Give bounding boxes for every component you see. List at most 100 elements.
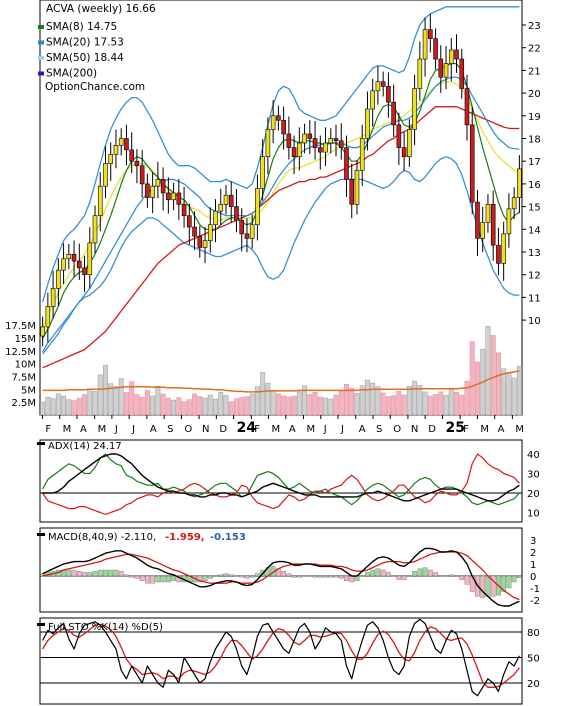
volume-bar [144, 390, 150, 416]
volume-bar [438, 391, 444, 416]
volume-tick-label: 5M [21, 385, 36, 396]
candle-body [428, 29, 433, 39]
volume-bar [485, 325, 491, 416]
candle-body [412, 88, 417, 130]
macd-histogram-bar [124, 574, 129, 577]
month-label: J [340, 424, 344, 435]
macd-histogram-bar [485, 575, 491, 597]
macd-histogram-bar [118, 571, 124, 577]
month-label: 24 [237, 420, 257, 436]
price-tick-label: 20 [528, 89, 541, 100]
macd-histogram-bar [145, 575, 150, 584]
macd-signal-label: -1.959, [165, 532, 205, 543]
volume-bar [171, 399, 177, 416]
macd-histogram-bar [160, 575, 166, 583]
volume-bar [406, 385, 412, 416]
month-label: D [219, 424, 227, 435]
volume-bar [354, 393, 360, 416]
macd-histogram-bar [103, 569, 108, 577]
adx-line [42, 453, 520, 502]
volume-bar [328, 398, 334, 416]
macd-histogram-bar [312, 575, 318, 578]
price-tick-label: 19 [528, 112, 541, 123]
candle-body [270, 115, 276, 130]
macd-histogram-bar [317, 575, 323, 578]
candle-body [501, 233, 506, 264]
candle-body [370, 90, 375, 110]
candle-body [401, 147, 407, 157]
volume-bar [302, 385, 308, 416]
month-label: D [428, 424, 436, 435]
candle-body [386, 85, 391, 103]
macd-histogram-bar [323, 575, 328, 578]
candle-body [202, 240, 208, 248]
volume-bar [181, 401, 187, 416]
volume-tick-label: 12.5M [5, 347, 36, 358]
candle-body [391, 101, 396, 126]
candle-body [354, 169, 360, 205]
macd-histogram-bar [139, 575, 145, 581]
volume-bar [197, 396, 203, 416]
volume-bar [103, 364, 108, 416]
macd-legend-swatch [37, 533, 45, 536]
macd-histogram-bar [218, 574, 224, 577]
macd-histogram-bar [417, 568, 423, 577]
month-label: O [393, 424, 401, 435]
candle-body [87, 242, 93, 275]
macd-histogram-bar [202, 575, 208, 581]
volume-bar [375, 386, 381, 416]
volume-bar [291, 395, 297, 416]
macd-histogram-bar [223, 573, 229, 577]
month-label: S [376, 424, 382, 435]
volume-bar [92, 391, 98, 416]
volume-average-line [42, 370, 520, 393]
candle-body [469, 124, 475, 203]
macd-histogram-bar [338, 575, 344, 579]
macd-histogram-bar [464, 575, 470, 585]
candle-body [286, 133, 292, 148]
volume-bar [495, 352, 501, 416]
volume-bar [312, 392, 318, 416]
macd-histogram-bar [239, 575, 245, 578]
macd-histogram-bar [433, 572, 438, 577]
macd-histogram-bar [129, 575, 135, 578]
volume-bar [401, 394, 407, 416]
volume-bar [82, 394, 87, 416]
candle-body [443, 63, 449, 78]
month-label: A [289, 424, 296, 435]
candle-body [71, 253, 77, 262]
candle-body [433, 38, 438, 60]
volume-bar [186, 399, 192, 416]
volume-tick-label: 2.5M [11, 398, 36, 409]
macd-histogram-bar [370, 569, 376, 577]
stochastic-panel: 80 50 20 Full STO %K(14) %D(5) [37, 617, 540, 705]
candle-body [407, 129, 412, 157]
candle-body [56, 269, 61, 289]
candle-body [506, 208, 512, 235]
volume-bar [134, 394, 140, 416]
minus-di-line [42, 453, 520, 516]
candle-body [422, 29, 428, 60]
stochastic-tick-label: 50 [527, 654, 540, 665]
candle-body [218, 204, 224, 212]
stochastic-d-line [42, 623, 520, 688]
sma20-line [42, 76, 520, 355]
legend-label: SMA(8) 14.75 [46, 21, 117, 33]
candle-body [359, 138, 365, 171]
macd-histogram-bar [228, 574, 234, 577]
candle-body [490, 204, 496, 246]
candle-body [338, 140, 344, 148]
candle-body [281, 120, 286, 135]
volume-bar [422, 391, 428, 416]
macd-line [42, 547, 520, 607]
price-panel: 10 11 12 13 14 15 16 17 18 19 20 21 22 23 ACVA (weekly… [38, 0, 541, 416]
candle-body [124, 138, 129, 151]
macd-histogram-bar [511, 575, 517, 583]
macd-histogram-bar [365, 572, 370, 577]
candle-body [312, 138, 318, 148]
month-label: A [359, 424, 366, 435]
macd-tick-label: 0 [530, 572, 536, 583]
price-tick-label: 16 [528, 180, 541, 191]
month-label: F [45, 424, 51, 435]
